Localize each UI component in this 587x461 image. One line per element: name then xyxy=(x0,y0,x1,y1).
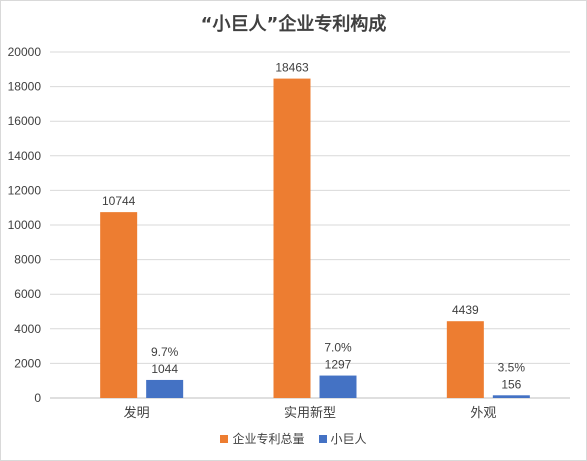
x-tick-label: 实用新型 xyxy=(284,405,336,421)
x-tick-label: 外观 xyxy=(470,406,496,421)
percent-label: 9.7% xyxy=(151,345,179,359)
y-tick-label: 0 xyxy=(34,391,41,405)
y-tick-label: 20000 xyxy=(8,45,42,59)
legend: 企业专利总量 小巨人 xyxy=(0,430,587,447)
bar-giant xyxy=(492,395,530,398)
percent-label: 7.0% xyxy=(324,341,352,355)
data-label: 1297 xyxy=(325,358,352,372)
legend-label-total: 企业专利总量 xyxy=(232,432,305,446)
data-label: 10744 xyxy=(102,194,136,208)
y-tick-label: 18000 xyxy=(8,80,42,94)
legend-swatch-total xyxy=(220,434,229,443)
y-tick-label: 6000 xyxy=(14,287,41,301)
y-tick-label: 16000 xyxy=(8,114,42,128)
percent-label: 3.5% xyxy=(498,360,526,374)
y-tick-label: 2000 xyxy=(14,356,41,370)
bar-giant xyxy=(319,375,357,398)
y-tick-label: 12000 xyxy=(8,183,42,197)
bar-total xyxy=(100,212,138,398)
bar-total xyxy=(273,78,311,399)
legend-item-total: 企业专利总量 xyxy=(220,430,305,447)
chart-title: “小巨人”企业专利构成 xyxy=(200,14,387,35)
y-tick-label: 8000 xyxy=(14,253,41,267)
legend-item-giant: 小巨人 xyxy=(318,430,367,447)
data-label: 18463 xyxy=(275,61,309,75)
y-tick-label: 4000 xyxy=(14,322,41,336)
x-tick-label: 发明 xyxy=(124,405,150,421)
y-tick-label: 14000 xyxy=(8,149,42,163)
y-tick-label: 10000 xyxy=(8,218,42,232)
bar-giant xyxy=(146,379,184,398)
bar-total xyxy=(446,321,484,398)
legend-swatch-giant xyxy=(318,434,327,443)
data-label: 1044 xyxy=(151,362,178,376)
data-label: 156 xyxy=(501,377,521,391)
data-label: 4439 xyxy=(452,303,479,317)
legend-label-giant: 小巨人 xyxy=(330,432,367,446)
